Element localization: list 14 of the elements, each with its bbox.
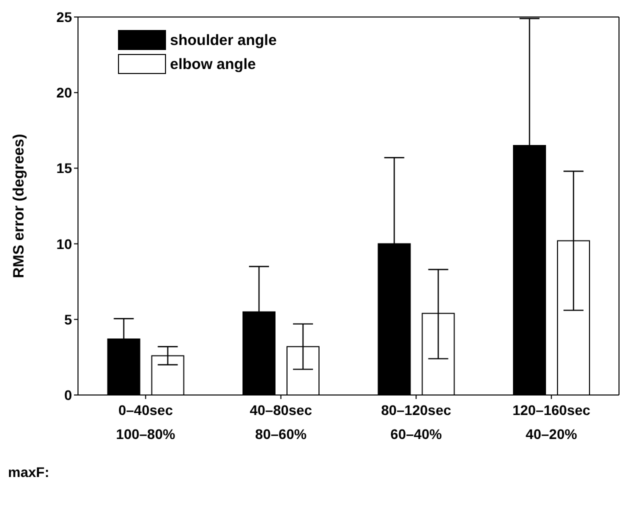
x-tick-label: 120–160sec 40–20%: [512, 402, 591, 442]
y-tick-label: 25: [56, 8, 72, 25]
x-tick-label: 0–40sec 100–80%: [116, 402, 176, 442]
y-tick-label: 10: [56, 236, 72, 252]
legend-label: shoulder angle: [170, 32, 277, 48]
legend-label: elbow angle: [170, 56, 256, 72]
y-axis-title: RMS error (degrees): [10, 134, 28, 278]
y-tick-label: 0: [64, 386, 72, 403]
y-tick-label: 5: [64, 311, 72, 328]
x-tick-label: 80–120sec 60–40%: [381, 402, 452, 442]
y-tick-label: 15: [56, 160, 72, 176]
text: maxF:: [8, 464, 50, 480]
x-tick-label: 40–80sec 80–60%: [250, 402, 312, 442]
y-tick-label: 20: [56, 84, 72, 101]
